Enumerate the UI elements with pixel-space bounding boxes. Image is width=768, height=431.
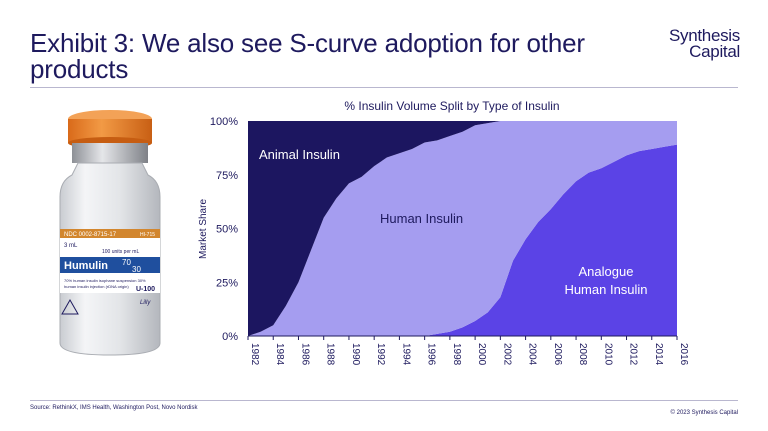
vial-code: HI-715 [140,232,155,238]
label-analogue-line-2: Human Insulin [564,282,647,297]
x-tick-label: 1998 [451,343,462,366]
y-axis-label: Market Share [198,199,209,259]
x-tick-label: 2016 [678,343,689,366]
x-tick-label: 2000 [476,343,487,366]
vial-volume: 3 mL [64,243,78,249]
x-tick-label: 2006 [552,343,563,366]
footer-divider [30,400,738,401]
vial-brand-band [60,257,160,273]
humulin-vial-image: NDC 0002-8715-17 HI-715 3 mL 100 units p… [59,110,161,356]
y-tick-label: 0% [222,331,238,343]
x-tick-label: 2014 [653,343,664,366]
vial-warning-icon [61,298,79,315]
y-tick-label: 25% [216,277,238,289]
x-tick-label: 2012 [628,343,639,366]
x-tick-label: 2002 [501,343,512,366]
vial-label-strip [60,229,160,238]
area-analogue-human-insulin [248,144,677,336]
x-tick-label: 1982 [249,343,260,366]
y-tick-label: 75% [216,170,238,182]
x-tick-label: 2008 [577,343,588,366]
vial-units: 100 units per mL [102,249,139,255]
x-tick-label: 2010 [602,343,613,366]
vial-brand: Humulin [64,260,108,272]
area-animal-insulin [248,121,677,336]
chart-title: % Insulin Volume Split by Type of Insuli… [344,99,559,113]
source-note: Source: RethinkX, IMS Health, Washington… [30,405,198,411]
logo-line-2: Capital [689,42,740,61]
y-tick-label: 50% [216,224,238,236]
vial-desc-2: human insulin injection (rDNA origin) [64,284,129,289]
vial-desc-1: 70% human insulin isophane suspension 30… [64,278,146,283]
x-tick-label: 2004 [527,343,538,366]
x-tick-label: 1996 [426,343,437,366]
copyright-note: © 2023 Synthesis Capital [670,410,738,416]
vial-ratio-bottom: 30 [132,265,141,274]
x-tick-label: 1992 [375,343,386,366]
header-divider [30,87,738,88]
synthesis-capital-logo: Synthesis Capital [668,26,740,61]
label-human-insulin: Human Insulin [380,211,463,226]
x-tick-label: 1986 [299,343,310,366]
y-tick-label: 100% [210,116,238,128]
label-animal-insulin: Animal Insulin [259,147,340,162]
vial-ndc: NDC 0002-8715-17 [64,232,117,238]
vial-maker: Lilly [140,300,151,306]
vial-collar [72,143,148,163]
area-human-insulin [248,121,677,336]
insulin-share-chart: % Insulin Volume Split by Type of Insuli… [198,99,689,366]
logo-line-1: Synthesis [668,26,740,45]
x-tick-label: 1984 [274,343,285,366]
vial-ratio-top: 70 [122,258,131,267]
x-tick-label: 1988 [325,343,336,366]
page-title: Exhibit 3: We also see S-curve adoption … [30,28,585,84]
label-analogue-line-1: Analogue [579,264,634,279]
x-tick-label: 1994 [400,343,411,366]
x-tick-label: 1990 [350,343,361,366]
vial-strength: U-100 [136,286,155,293]
